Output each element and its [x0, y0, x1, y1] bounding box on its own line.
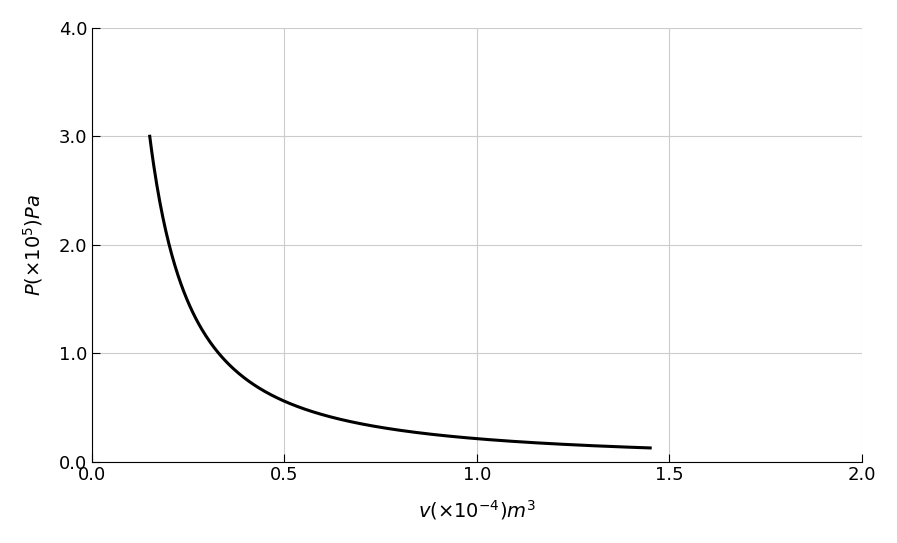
Y-axis label: $P\left(\times 10^5\right)Pa$: $P\left(\times 10^5\right)Pa$ — [21, 194, 45, 296]
X-axis label: $v\left(\times 10^{-4}\right)m^3$: $v\left(\times 10^{-4}\right)m^3$ — [418, 498, 536, 522]
